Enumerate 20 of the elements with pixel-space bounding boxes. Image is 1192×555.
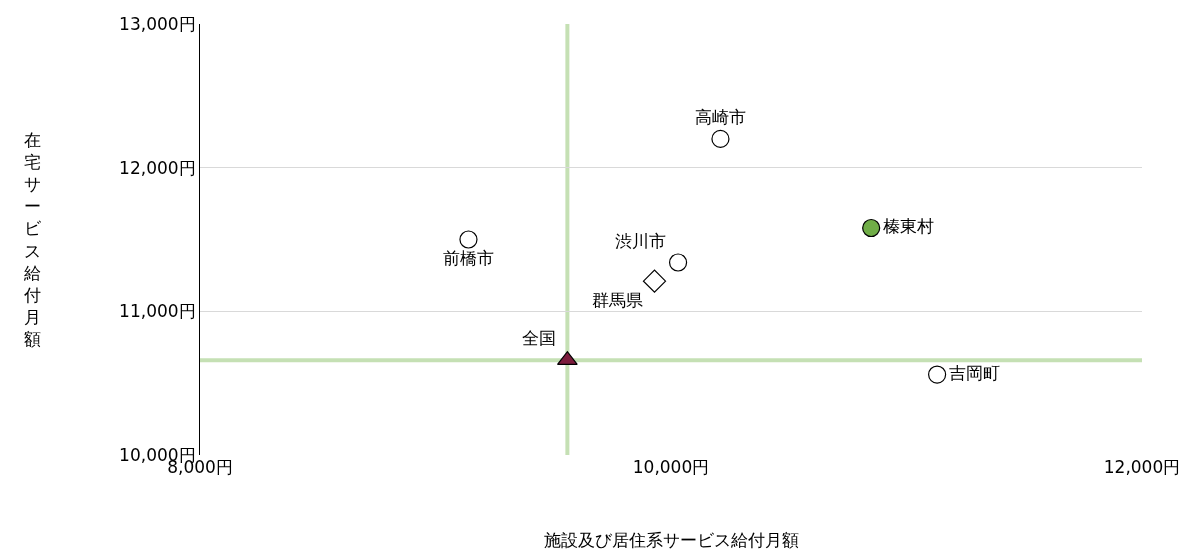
point <box>928 365 947 384</box>
series-label: 前橋市 <box>442 247 494 268</box>
point <box>668 253 688 272</box>
x-axis-title: 施設及び居住系サービス給付月額 <box>544 530 799 550</box>
y-tick-label: 13,000円 <box>119 13 196 34</box>
point <box>642 269 667 293</box>
point <box>862 218 881 238</box>
point <box>459 230 478 249</box>
series-label: 高崎市 <box>694 107 746 128</box>
series-label: 渋川市 <box>615 230 667 251</box>
x-tick-label: 12,000円 <box>1103 457 1181 477</box>
series-label: 群馬県 <box>591 289 643 310</box>
series-label: 榛東村 <box>882 216 934 237</box>
y-tick-label: 11,000円 <box>119 301 196 322</box>
x-tick-label: 10,000円 <box>632 457 710 477</box>
text: 在宅サービス給付月額 <box>24 130 41 349</box>
y-tick-label: 12,000円 <box>119 157 196 178</box>
series-label: 吉岡町 <box>948 362 1000 383</box>
point <box>711 129 730 149</box>
series-label: 全国 <box>521 328 556 349</box>
